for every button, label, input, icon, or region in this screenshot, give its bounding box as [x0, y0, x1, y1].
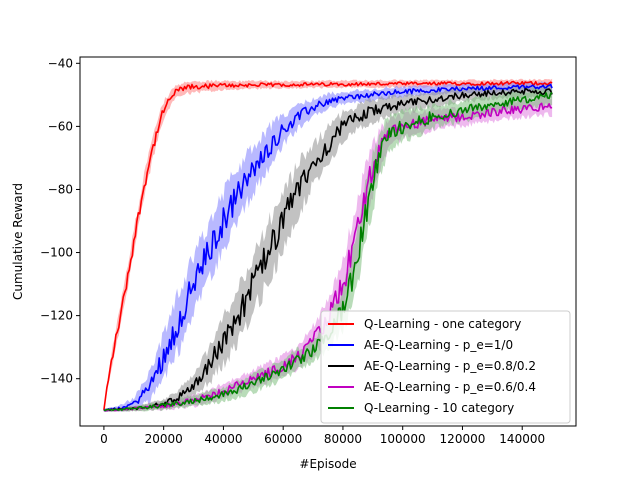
- series-line-1: [103, 80, 553, 411]
- x-tick-label: 60000: [264, 432, 302, 446]
- y-tick-label: −120: [40, 309, 73, 323]
- x-tick-label: 120000: [440, 432, 486, 446]
- y-tick-label: −40: [48, 56, 73, 70]
- y-tick-label: −60: [48, 119, 73, 133]
- legend-label: AE-Q-Learning - p_e=0.6/0.4: [364, 380, 536, 394]
- series-line-2: [103, 83, 553, 412]
- legend-label: Q-Learning - 10 category: [364, 401, 514, 415]
- x-tick-label: 0: [100, 432, 108, 446]
- x-tick-label: 140000: [499, 432, 545, 446]
- x-tick-label: 20000: [145, 432, 183, 446]
- y-tick-label: −140: [40, 372, 73, 386]
- plot-frame: [79, 56, 577, 427]
- x-axis-ticks: 0 20000 40000 60000 80000 100000 120000 140000: [100, 426, 545, 446]
- x-tick-label: 100000: [380, 432, 426, 446]
- y-tick-label: −100: [40, 246, 73, 260]
- legend-label: AE-Q-Learning - p_e=0.8/0.2: [364, 359, 536, 373]
- legend-box: [320, 310, 571, 424]
- x-tick-label: 40000: [204, 432, 242, 446]
- legend-label: Q-Learning - one category: [364, 317, 521, 331]
- legend: Q-Learning - one category AE-Q-Learning -…: [320, 310, 571, 424]
- series-band-2: [103, 81, 553, 413]
- x-axis-label: #Episode: [299, 457, 356, 471]
- y-tick-label: −80: [48, 182, 73, 196]
- y-axis-label: Cumulative Reward: [11, 183, 25, 300]
- y-axis-ticks: −140 −120 −100 −80 −60 −40: [40, 56, 80, 386]
- series-line-3: [103, 88, 553, 412]
- series-band-3: [103, 84, 553, 412]
- x-tick-label: 80000: [324, 432, 362, 446]
- legend-label: AE-Q-Learning - p_e=1/0: [364, 338, 513, 352]
